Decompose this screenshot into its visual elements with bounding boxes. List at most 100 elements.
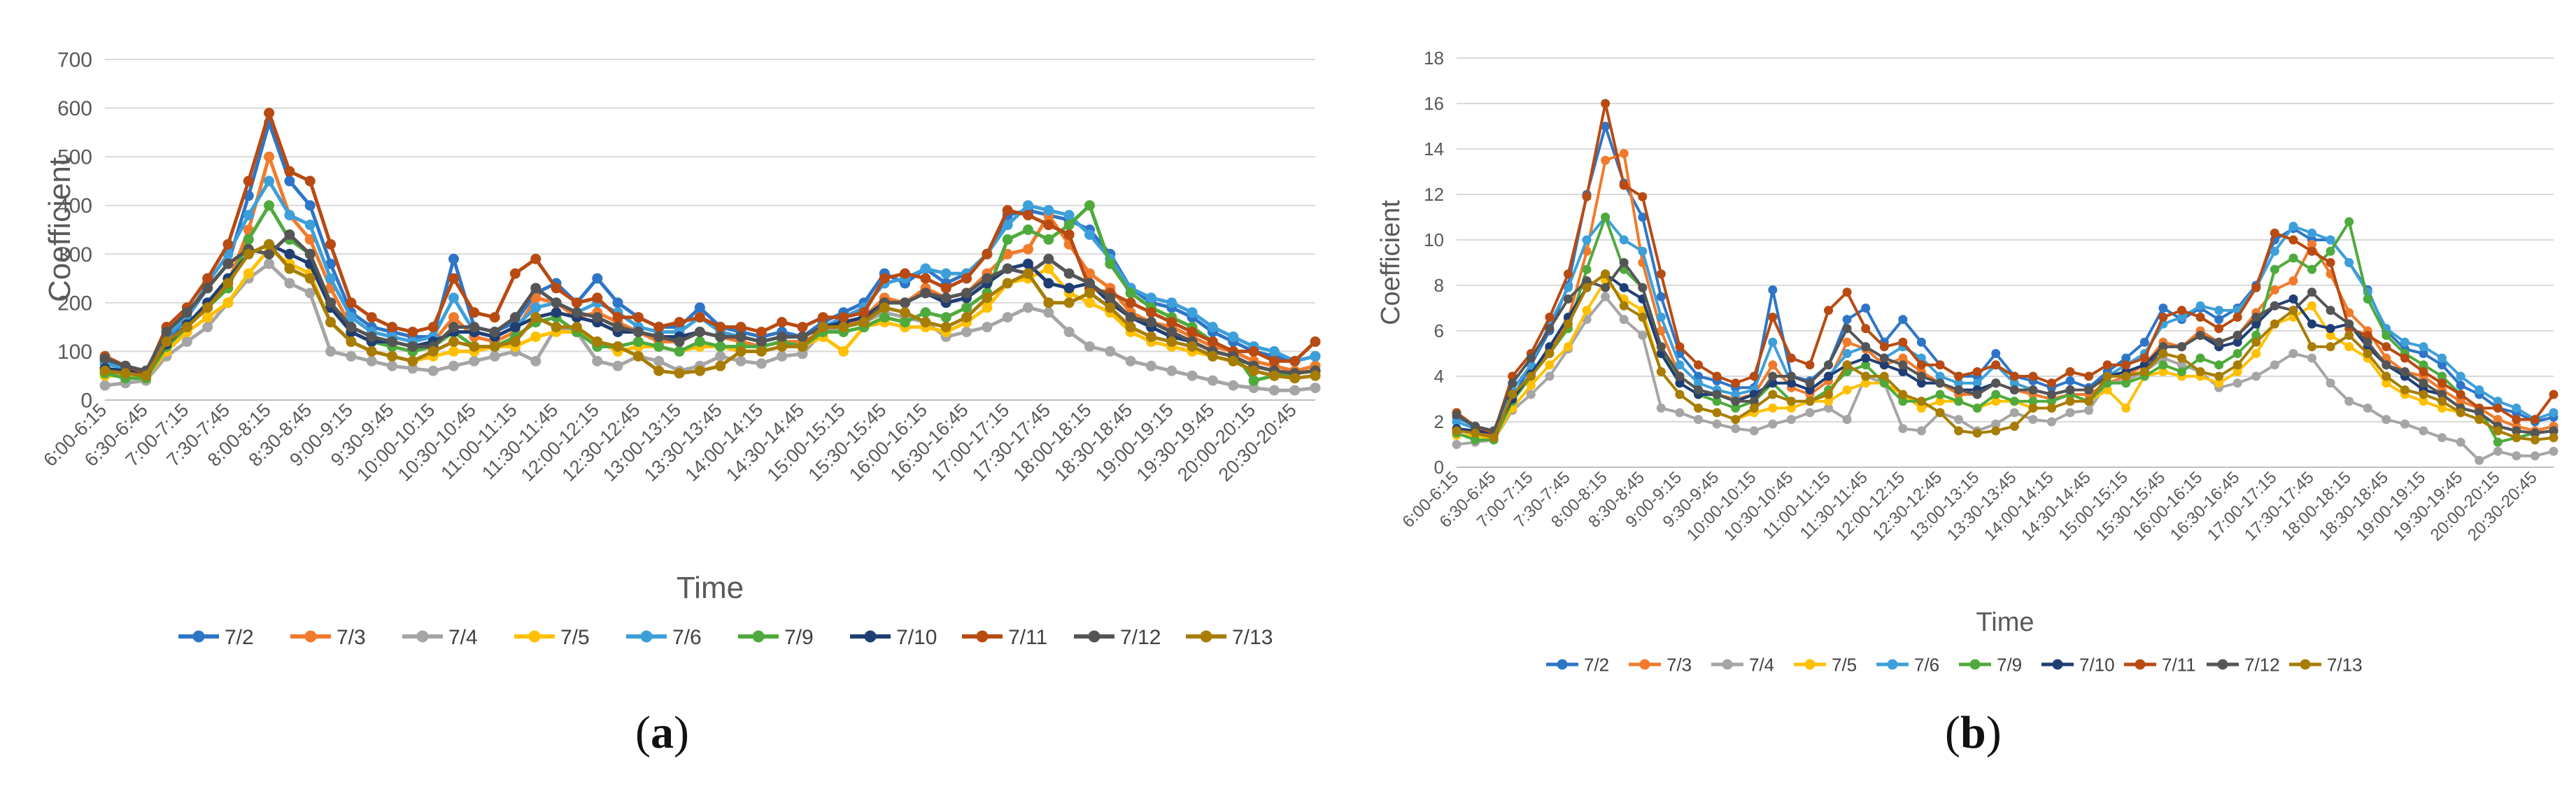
data-point <box>2028 385 2038 394</box>
y-tick-label: 14 <box>1424 138 1444 159</box>
data-point <box>1712 408 1722 418</box>
data-point <box>1289 373 1301 384</box>
data-point <box>571 297 582 308</box>
data-point <box>2419 397 2428 406</box>
data-point <box>940 268 951 279</box>
caption-a-letter: a <box>650 707 674 758</box>
caption-b-open: ( <box>1945 707 1960 758</box>
data-point <box>1563 342 1573 352</box>
data-point <box>2549 433 2559 443</box>
data-point <box>1861 324 1871 334</box>
data-point <box>1898 337 1908 347</box>
data-point <box>2009 378 2019 388</box>
data-point <box>346 312 357 323</box>
data-point <box>2177 313 2186 322</box>
data-point <box>2326 246 2335 256</box>
data-point <box>469 307 480 318</box>
data-point <box>2307 301 2317 311</box>
data-point <box>2195 331 2205 340</box>
data-point <box>2288 276 2298 285</box>
legend-item: 7/4 <box>1711 654 1774 675</box>
data-point <box>653 365 665 376</box>
legend-marker <box>1088 630 1101 643</box>
data-point <box>920 273 931 284</box>
legend-label: 7/5 <box>560 626 590 649</box>
data-point <box>1638 192 1648 201</box>
data-point <box>264 108 275 119</box>
data-point <box>1043 297 1054 308</box>
data-point <box>2270 301 2279 311</box>
data-point <box>694 327 705 338</box>
data-point <box>2214 324 2224 334</box>
data-point <box>797 322 808 333</box>
caption-b: (b) <box>1945 706 2002 760</box>
series-group <box>1452 99 2559 465</box>
data-point <box>264 151 275 162</box>
data-point <box>1619 315 1629 325</box>
data-point <box>1712 371 1722 381</box>
data-point <box>1712 419 1722 429</box>
data-point <box>1693 415 1703 425</box>
y-tick-label: 500 <box>57 146 92 169</box>
data-point <box>2195 367 2205 376</box>
data-point <box>2326 235 2335 245</box>
data-point <box>1063 229 1075 240</box>
data-point <box>264 176 275 187</box>
data-point <box>1656 342 1666 352</box>
data-point <box>1861 360 1871 370</box>
data-point <box>1768 360 1778 370</box>
data-point <box>2288 306 2298 315</box>
data-point <box>715 341 726 352</box>
data-point <box>571 307 582 318</box>
data-point <box>2400 419 2409 429</box>
caption-a-close: ) <box>673 707 689 758</box>
y-axis-title: Coefficient <box>43 157 77 302</box>
data-point <box>1248 345 1259 357</box>
data-point <box>1601 269 1611 279</box>
data-point <box>2102 371 2112 381</box>
data-point <box>1638 313 1648 322</box>
data-point <box>1656 367 1666 376</box>
data-point <box>2326 331 2335 340</box>
legend-item: 7/4 <box>402 626 478 649</box>
data-point <box>694 365 705 376</box>
data-point <box>366 312 377 323</box>
data-point <box>120 360 131 371</box>
data-point <box>1084 297 1095 308</box>
data-point <box>2344 397 2354 406</box>
data-point <box>284 176 295 187</box>
data-point <box>1972 378 1982 388</box>
data-point <box>2028 415 2038 425</box>
legend-label: 7/2 <box>225 626 254 649</box>
data-point <box>2307 264 2317 274</box>
data-point <box>2456 397 2465 406</box>
data-point <box>674 345 685 357</box>
y-tick-label: 200 <box>57 292 92 315</box>
data-point <box>1582 276 1592 285</box>
data-point <box>715 350 726 362</box>
data-point <box>2344 308 2354 318</box>
data-point <box>715 332 726 343</box>
data-point <box>1310 383 1321 394</box>
legend-marker <box>1969 659 1981 670</box>
data-point <box>1842 385 1852 394</box>
data-point <box>222 278 234 289</box>
data-point <box>1861 304 1871 313</box>
data-point <box>1508 378 1517 388</box>
legend-label: 7/6 <box>1914 654 1939 675</box>
data-point <box>920 317 931 328</box>
data-point <box>735 332 746 343</box>
data-point <box>1842 415 1852 425</box>
data-point <box>2307 353 2317 363</box>
series-7-4 <box>1452 292 2559 465</box>
data-point <box>448 336 459 348</box>
data-point <box>1935 378 1945 388</box>
data-point <box>407 327 418 338</box>
data-point <box>1063 220 1075 231</box>
data-point <box>2232 349 2242 358</box>
data-point <box>325 238 337 250</box>
series-group <box>99 108 1321 396</box>
data-point <box>1768 390 1778 399</box>
data-point <box>1084 268 1095 279</box>
data-point <box>1452 417 1462 427</box>
